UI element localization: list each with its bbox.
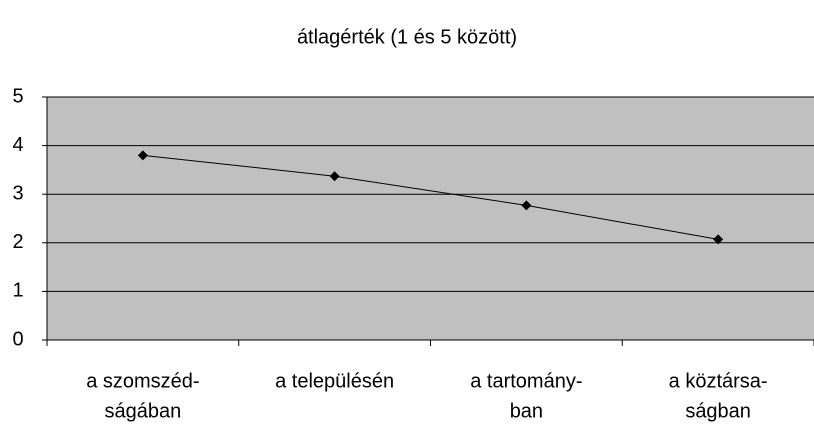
plot-area	[47, 97, 814, 340]
line	[142, 154, 719, 240]
marker	[137, 150, 148, 161]
x-tick-label: a szomszéd-	[86, 370, 199, 392]
x-tick-label: a tartomány-	[470, 370, 582, 392]
x-tick-label: ságában	[105, 400, 182, 422]
y-tick-label: 1	[12, 280, 23, 302]
x-tick-label: a köztársa-	[669, 370, 768, 392]
y-tick-label: 5	[12, 85, 23, 107]
marker	[329, 171, 340, 182]
y-tick-label: 3	[12, 182, 23, 204]
x-tick-label: ban	[510, 400, 543, 422]
marker	[713, 234, 724, 245]
y-tick-label: 0	[12, 328, 23, 350]
y-tick-label: 4	[12, 134, 23, 156]
chart-title: átlagérték (1 és 5 között)	[297, 26, 517, 48]
x-tick-label: ságban	[685, 400, 751, 422]
marker	[521, 200, 532, 211]
x-tick-label: a településén	[275, 370, 394, 392]
y-tick-label: 2	[12, 231, 23, 253]
